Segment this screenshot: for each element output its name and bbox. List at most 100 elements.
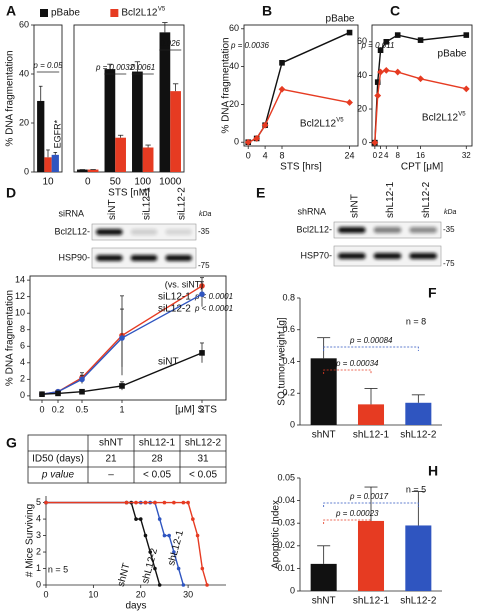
- table-frame: [27, 434, 227, 484]
- point: [199, 291, 205, 297]
- blot-band: [130, 255, 158, 261]
- point: [279, 60, 285, 66]
- series-label: Bcl2L12: [422, 113, 459, 124]
- point: [191, 517, 195, 521]
- bar: [170, 91, 181, 172]
- series-label: siL12-1: [158, 292, 191, 303]
- point: [371, 139, 379, 147]
- y-tick-label: 0: [36, 579, 41, 589]
- point: [377, 47, 384, 54]
- point: [253, 135, 261, 142]
- blot-band: [409, 253, 437, 259]
- annotation: p = 0.0017: [349, 492, 389, 501]
- y-tick-label: 0: [20, 390, 25, 400]
- panel-letter: E: [256, 185, 265, 201]
- y-tick-label: 8: [20, 324, 25, 334]
- point: [157, 583, 162, 587]
- series-line: [247, 88, 350, 143]
- x-tick-label: 30: [183, 589, 193, 599]
- y-tick-label: 0.03: [277, 518, 295, 528]
- x-tick-label: 50: [110, 177, 122, 188]
- y-tick-label: 0: [24, 166, 29, 176]
- x-axis-label: CPT [μM]: [401, 162, 443, 173]
- y-tick-label: 0.01: [277, 563, 295, 573]
- point: [462, 85, 470, 93]
- annotation: p = 0.00084: [349, 336, 393, 345]
- annotation: n = 5: [48, 564, 68, 574]
- x-tick-label: 0.2: [52, 404, 65, 414]
- series-label: pBabe: [51, 8, 80, 19]
- x-tick-label: 0: [39, 404, 44, 414]
- x-tick-label: 10: [42, 177, 54, 188]
- x-tick-label: 0: [85, 177, 91, 188]
- bar: [142, 147, 154, 172]
- x-tick-label: 8: [395, 151, 400, 160]
- series-label: Bcl2L12: [121, 8, 158, 19]
- table-cell: < 0.05: [143, 470, 172, 481]
- blot-band: [373, 227, 402, 233]
- table-cell: < 0.05: [189, 470, 218, 481]
- annotation: n = 8: [406, 316, 426, 326]
- annotation: 0.0061: [131, 63, 155, 72]
- series-label-superscript: V5: [458, 112, 466, 118]
- point: [181, 500, 186, 505]
- point: [134, 517, 138, 521]
- point: [44, 500, 48, 505]
- x-tick-label: 10: [88, 589, 98, 599]
- point: [394, 68, 402, 76]
- x-axis-label: STS [nM]: [108, 188, 150, 199]
- blot-unit: kDa: [199, 211, 212, 218]
- x-axis-label: STS [hrs]: [280, 162, 322, 173]
- bar: [37, 100, 45, 172]
- blot-marker: -75: [198, 261, 210, 270]
- bracket: [323, 519, 372, 524]
- y-tick-label: 60: [19, 19, 29, 29]
- annotation: (vs. siNT): [165, 279, 204, 289]
- x-tick-label: shL12-2: [400, 430, 437, 441]
- point: [162, 533, 167, 538]
- y-tick-label: 0.05: [277, 472, 295, 482]
- blot-row-label: Bcl2L12-: [54, 226, 90, 236]
- y-tick-label: 2: [20, 374, 25, 384]
- point: [417, 75, 424, 83]
- blot-band: [165, 255, 192, 261]
- bar: [357, 404, 385, 425]
- annotation: p = 0.05: [32, 61, 63, 70]
- table-cell: –: [108, 470, 114, 481]
- series-label: pBabe: [438, 49, 467, 60]
- x-tick-label: shL12-2: [400, 596, 437, 607]
- series-label-superscript: V5: [336, 118, 344, 124]
- y-tick-label: 20: [19, 117, 29, 127]
- table-cell: 21: [105, 454, 117, 465]
- x-tick-label: 2: [199, 404, 204, 414]
- blot-row-label: Bcl2L12-: [296, 224, 332, 234]
- blot-band: [409, 227, 437, 233]
- x-tick-label: 0: [246, 150, 251, 160]
- point: [346, 29, 353, 36]
- y-axis-label: % DNA fragmentation: [221, 37, 232, 133]
- legend-swatch: [40, 9, 48, 17]
- bar: [44, 157, 52, 172]
- series-label: siNT: [158, 357, 179, 368]
- point: [119, 335, 125, 341]
- blot-band: [130, 229, 158, 235]
- y-tick-label: 14: [15, 275, 25, 285]
- blot-row-label: HSP90-: [58, 252, 90, 262]
- lane-label: shL12-2: [421, 181, 432, 218]
- point: [39, 391, 45, 398]
- blot-title: shRNA: [297, 206, 326, 216]
- p-value: p < 0.0001: [194, 292, 233, 301]
- x-tick-label: 0: [373, 151, 378, 160]
- y-tick-label: 40: [19, 68, 29, 78]
- annotation: p = 0.00023: [335, 509, 379, 518]
- lane-label: siNT: [107, 199, 118, 220]
- table-cell: p value: [41, 470, 75, 481]
- point: [143, 533, 148, 538]
- x-tick-label: 1000: [159, 177, 182, 188]
- y-tick-label: 3: [36, 530, 41, 540]
- point: [157, 517, 162, 521]
- y-tick-label: 5: [36, 497, 41, 507]
- bracket: [323, 346, 419, 351]
- point: [195, 533, 200, 538]
- y-tick-label: 0.6: [282, 324, 295, 334]
